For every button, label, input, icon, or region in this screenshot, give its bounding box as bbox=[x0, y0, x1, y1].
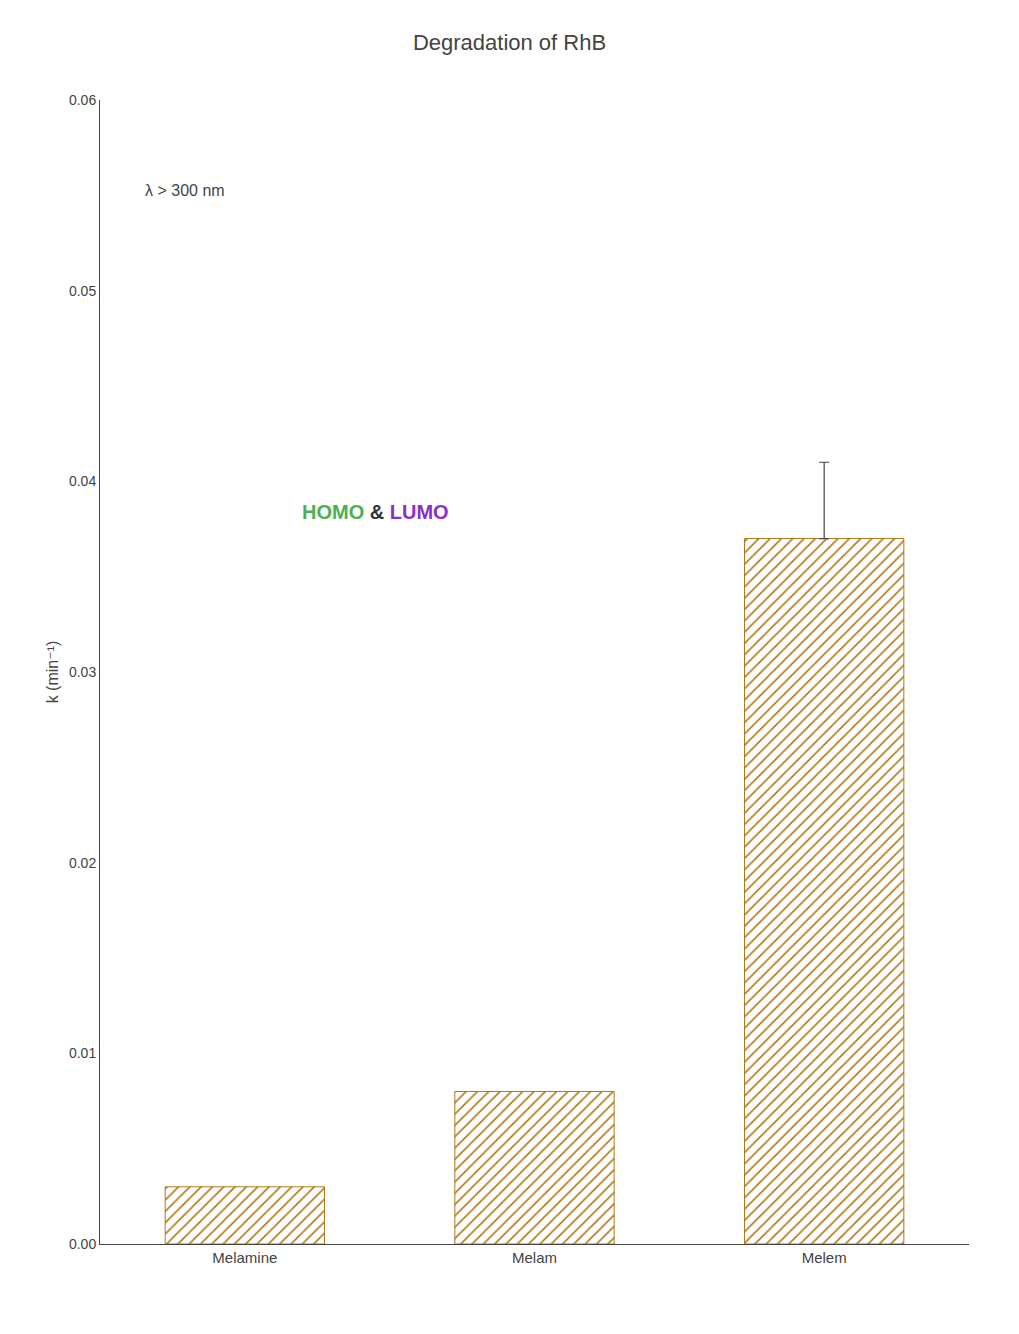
svg-text:0.06: 0.06 bbox=[69, 92, 96, 108]
svg-text:0.02: 0.02 bbox=[69, 855, 96, 871]
svg-text:0.00: 0.00 bbox=[69, 1236, 96, 1252]
svg-text:Melam: Melam bbox=[512, 1249, 557, 1266]
svg-text:λ > 300 nm: λ > 300 nm bbox=[145, 182, 225, 199]
svg-text:Melem: Melem bbox=[802, 1249, 847, 1266]
svg-text:HOMO & LUMO: HOMO & LUMO bbox=[302, 501, 449, 523]
svg-text:0.05: 0.05 bbox=[69, 283, 96, 299]
svg-text:Melamine: Melamine bbox=[212, 1249, 277, 1266]
svg-text:0.01: 0.01 bbox=[69, 1045, 96, 1061]
svg-text:0.04: 0.04 bbox=[69, 473, 96, 489]
svg-text:0.03: 0.03 bbox=[69, 664, 96, 680]
svg-text:k (min⁻¹): k (min⁻¹) bbox=[44, 641, 61, 704]
svg-text:Degradation of RhB: Degradation of RhB bbox=[413, 30, 606, 55]
